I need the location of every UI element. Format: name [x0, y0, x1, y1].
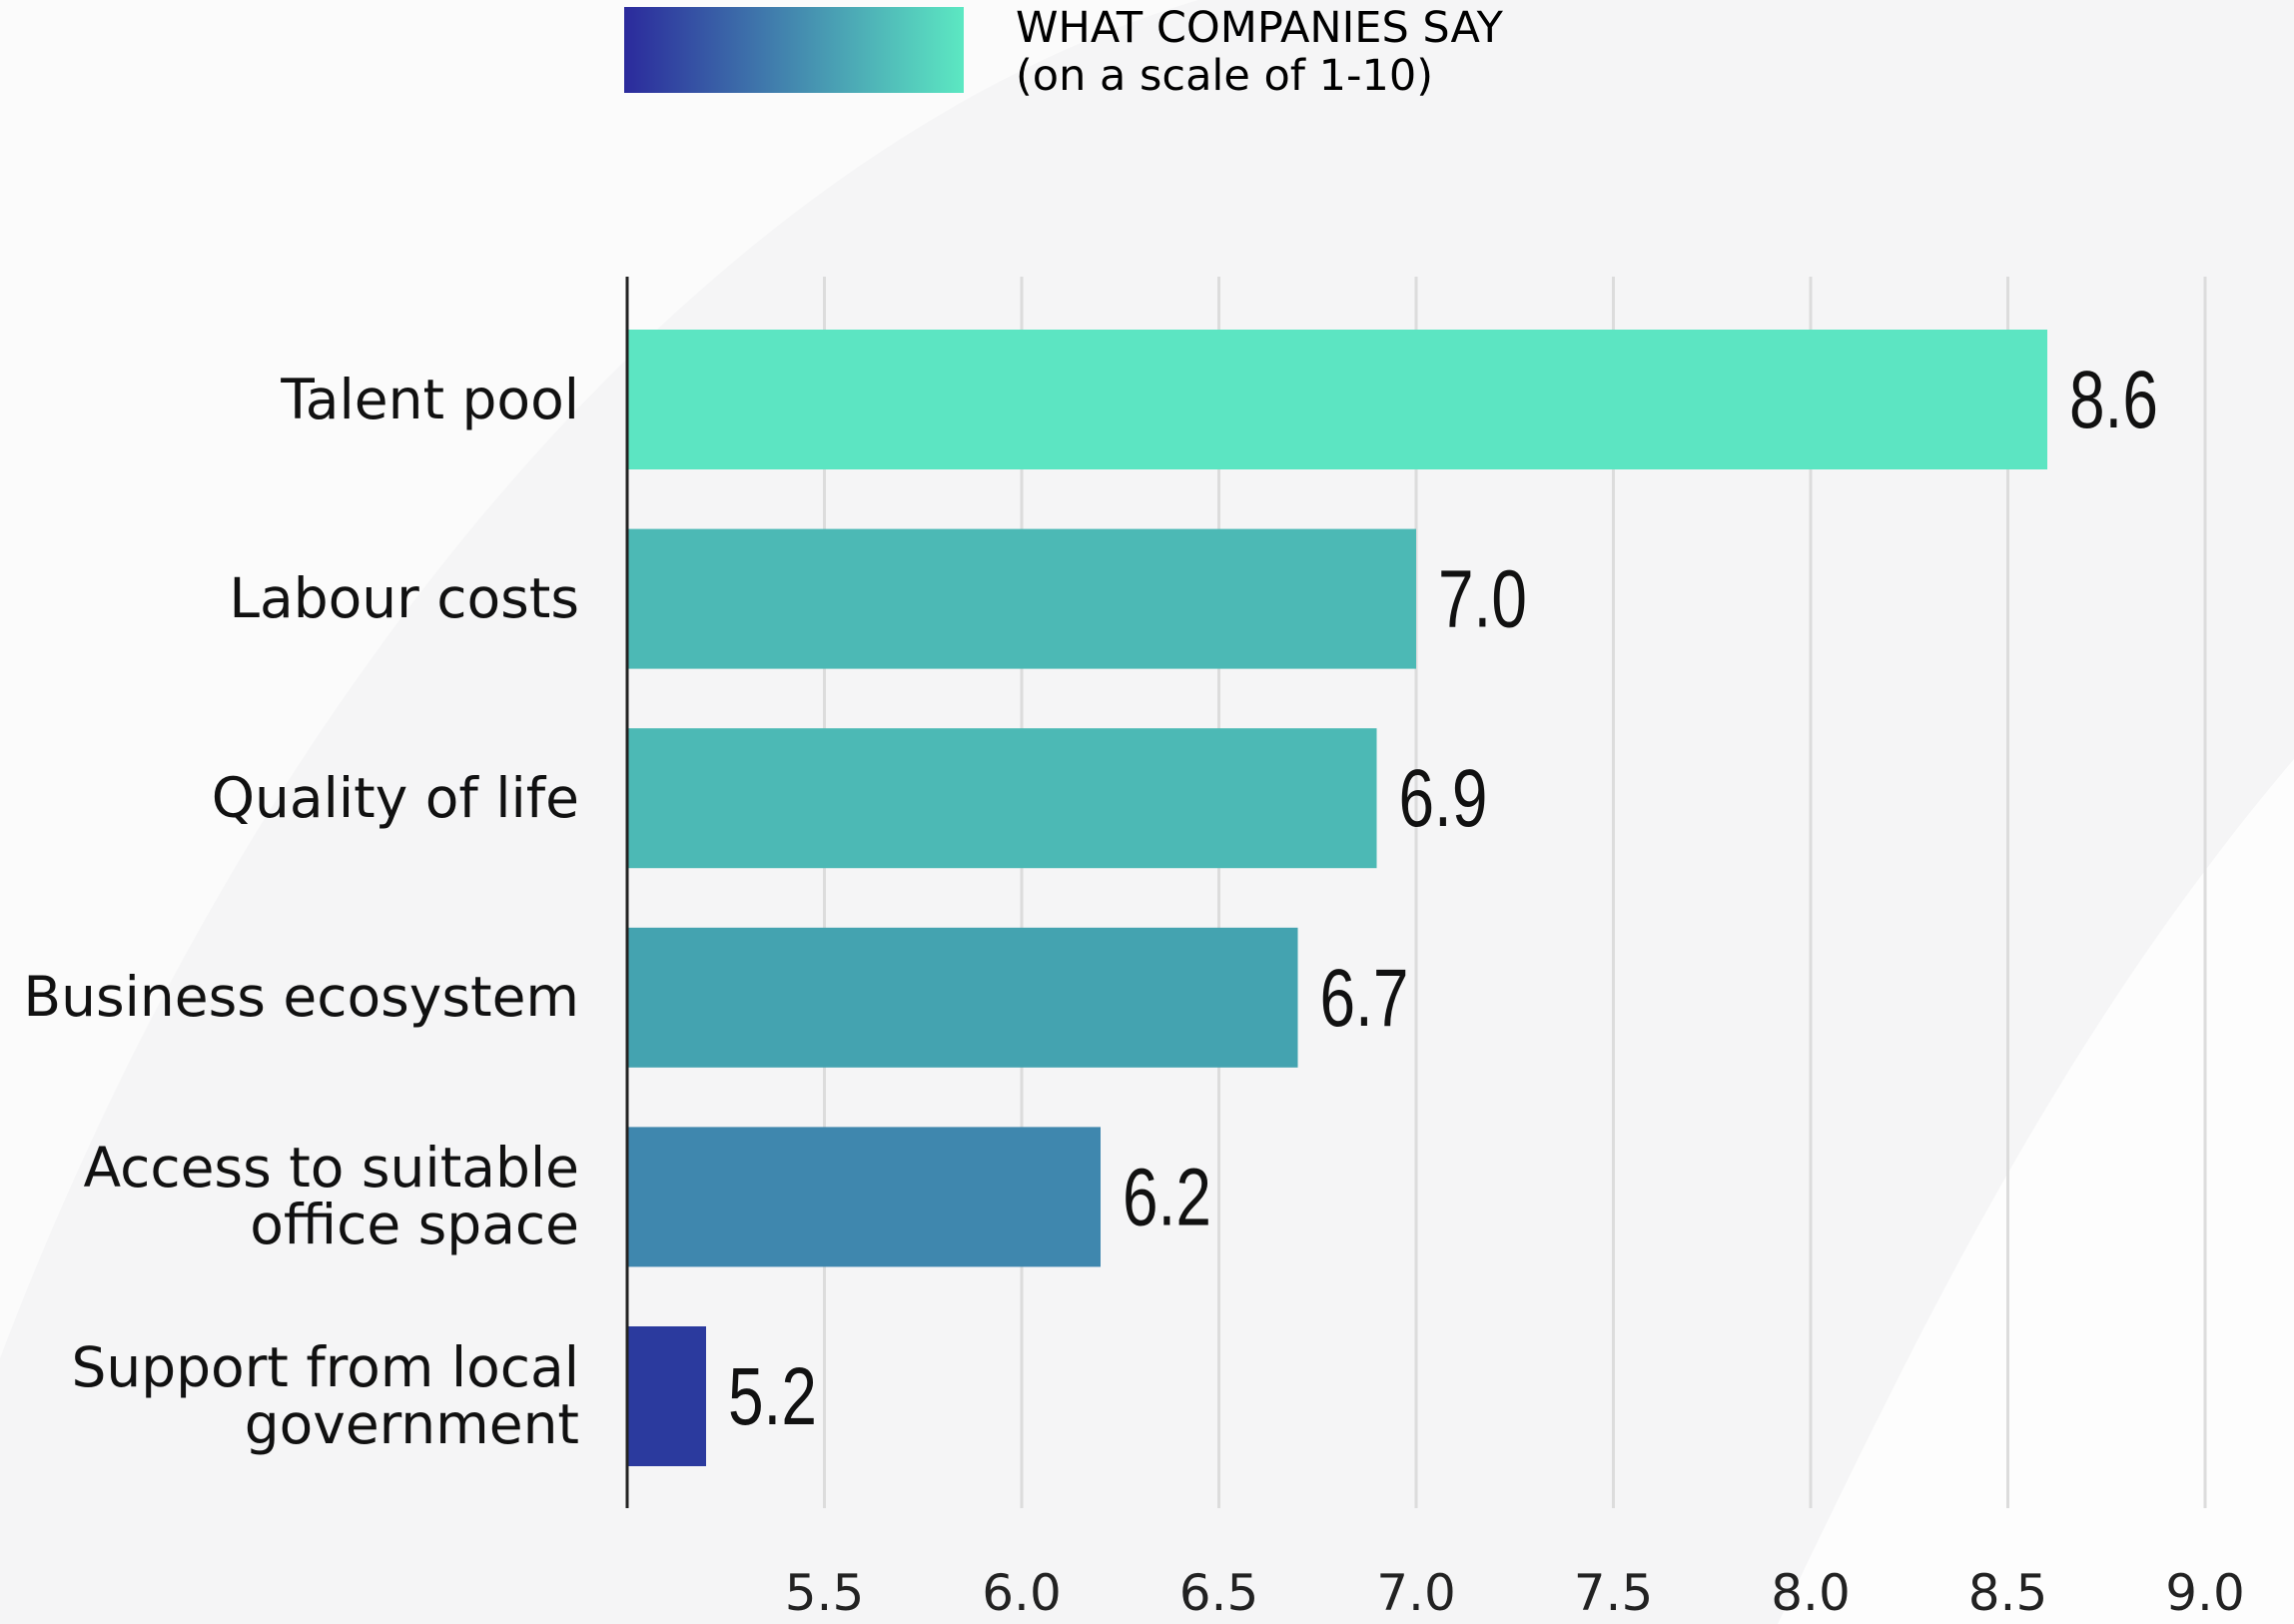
category-label-line: Quality of life [211, 765, 579, 830]
category-label: Quality of life [0, 765, 579, 830]
legend-label: WHAT COMPANIES SAY (on a scale of 1-10) [1016, 4, 1503, 100]
x-tick-label: 9.0 [2165, 1564, 2245, 1622]
bar-value-label: 6.7 [1319, 951, 1408, 1044]
x-tick-label: 6.5 [1179, 1564, 1259, 1622]
bar-value-label: 6.9 [1398, 751, 1487, 844]
legend-title: WHAT COMPANIES SAY [1016, 3, 1503, 53]
category-label: Talent pool [0, 367, 579, 431]
bar-value-label: 8.6 [2069, 353, 2158, 445]
bar [628, 728, 1377, 869]
x-tick-label: 5.5 [785, 1564, 865, 1622]
category-label: Access to suitable office space [0, 1140, 579, 1253]
category-label-line: Access to suitable [83, 1136, 579, 1201]
legend-gradient-swatch [624, 7, 964, 93]
bar-value-label: 6.2 [1123, 1151, 1211, 1243]
legend-subtitle: (on a scale of 1-10) [1016, 51, 1433, 101]
x-tick-label: 7.0 [1376, 1564, 1456, 1622]
bar [628, 1127, 1101, 1267]
bar [628, 1326, 706, 1466]
category-label-line: office space [250, 1193, 579, 1257]
x-tick-label: 8.0 [1771, 1564, 1851, 1622]
category-label-line: Talent pool [281, 367, 579, 431]
category-label-line: Labour costs [229, 566, 579, 631]
x-tick-label: 6.0 [982, 1564, 1062, 1622]
category-label: Labour costs [0, 570, 579, 627]
bar [628, 528, 1416, 669]
category-label: Support from local government [0, 1339, 579, 1453]
bar-value-label: 7.0 [1438, 552, 1527, 645]
category-label-line: government [244, 1392, 579, 1456]
x-tick-label: 7.5 [1574, 1564, 1654, 1622]
x-tick-label: 8.5 [1968, 1564, 2048, 1622]
bar [628, 330, 2047, 469]
bar [628, 927, 1298, 1068]
category-label-line: Business ecosystem [23, 965, 579, 1030]
category-label: Business ecosystem [0, 969, 579, 1026]
category-label-line: Support from local [71, 1335, 579, 1399]
bar-value-label: 5.2 [728, 1349, 817, 1442]
